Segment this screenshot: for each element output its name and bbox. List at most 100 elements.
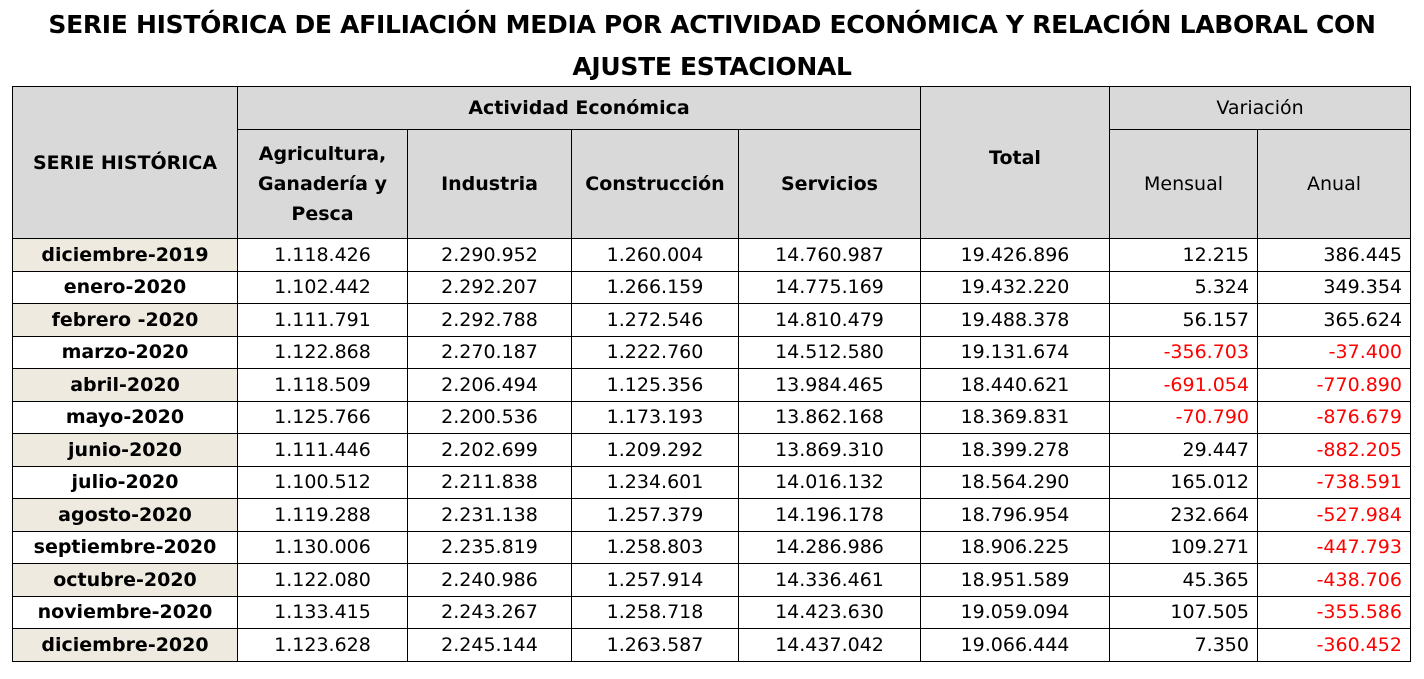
agricultura-cell: 1.118.509 <box>237 368 408 402</box>
total-cell: 19.488.378 <box>920 303 1110 337</box>
anual-cell: 365.624 <box>1257 303 1411 337</box>
row-label-cell: enero-2020 <box>12 270 238 304</box>
servicios-cell: 14.437.042 <box>738 628 921 662</box>
construccion-cell: 1.257.914 <box>571 563 739 597</box>
anual-cell: -527.984 <box>1257 498 1411 532</box>
total-cell: 18.369.831 <box>920 400 1110 434</box>
table-row: julio-2020 1.100.512 2.211.838 1.234.601 14.… <box>12 465 1411 499</box>
servicios-cell: 14.423.630 <box>738 595 921 629</box>
construccion-cell: 1.263.587 <box>571 628 739 662</box>
row-label-cell: marzo-2020 <box>12 335 238 369</box>
agricultura-cell: 1.125.766 <box>237 400 408 434</box>
industria-cell: 2.202.699 <box>407 433 572 467</box>
construccion-cell: 1.260.004 <box>571 238 739 272</box>
total-cell: 19.059.094 <box>920 595 1110 629</box>
anual-cell: 386.445 <box>1257 238 1411 272</box>
industria-cell: 2.240.986 <box>407 563 572 597</box>
table-row: agosto-2020 1.119.288 2.231.138 1.257.379 14… <box>12 498 1411 532</box>
construccion-cell: 1.222.760 <box>571 335 739 369</box>
anual-cell: 349.354 <box>1257 270 1411 304</box>
servicios-cell: 14.336.461 <box>738 563 921 597</box>
row-label-cell: junio-2020 <box>12 433 238 467</box>
anual-cell: -876.679 <box>1257 400 1411 434</box>
page-title: SERIE HISTÓRICA DE AFILIACIÓN MEDIA POR … <box>48 10 1376 81</box>
anual-cell: -882.205 <box>1257 433 1411 467</box>
mensual-cell: 232.664 <box>1109 498 1258 532</box>
header-mensual: Mensual <box>1109 129 1258 239</box>
anual-cell: -770.890 <box>1257 368 1411 402</box>
industria-cell: 2.211.838 <box>407 465 572 499</box>
total-cell: 19.432.220 <box>920 270 1110 304</box>
servicios-cell: 14.810.479 <box>738 303 921 337</box>
table-row: septiembre-2020 1.130.006 2.235.819 1.258.8… <box>12 530 1411 564</box>
construccion-cell: 1.125.356 <box>571 368 739 402</box>
agricultura-cell: 1.111.446 <box>237 433 408 467</box>
servicios-cell: 13.862.168 <box>738 400 921 434</box>
row-label-cell: octubre-2020 <box>12 563 238 597</box>
construccion-cell: 1.272.546 <box>571 303 739 337</box>
construccion-cell: 1.258.718 <box>571 595 739 629</box>
mensual-cell: -356.703 <box>1109 335 1258 369</box>
mensual-cell: -691.054 <box>1109 368 1258 402</box>
construccion-cell: 1.257.379 <box>571 498 739 532</box>
servicios-cell: 14.286.986 <box>738 530 921 564</box>
mensual-cell: 5.324 <box>1109 270 1258 304</box>
industria-cell: 2.200.536 <box>407 400 572 434</box>
table-row: febrero -2020 1.111.791 2.292.788 1.272.546… <box>12 303 1411 337</box>
header-construccion: Construcción <box>571 129 739 239</box>
agricultura-cell: 1.118.426 <box>237 238 408 272</box>
header-variacion: Variación <box>1109 86 1411 130</box>
industria-cell: 2.270.187 <box>407 335 572 369</box>
total-cell: 18.440.621 <box>920 368 1110 402</box>
header-industria: Industria <box>407 129 572 239</box>
agricultura-cell: 1.119.288 <box>237 498 408 532</box>
servicios-cell: 14.775.169 <box>738 270 921 304</box>
industria-cell: 2.245.144 <box>407 628 572 662</box>
servicios-cell: 13.984.465 <box>738 368 921 402</box>
mensual-cell: 107.505 <box>1109 595 1258 629</box>
header-anual: Anual <box>1257 129 1411 239</box>
construccion-cell: 1.266.159 <box>571 270 739 304</box>
header-total: Total <box>920 86 1110 239</box>
row-label-cell: julio-2020 <box>12 465 238 499</box>
total-cell: 19.066.444 <box>920 628 1110 662</box>
table-row: diciembre-2020 1.123.628 2.245.144 1.263.58… <box>12 628 1411 662</box>
total-cell: 18.399.278 <box>920 433 1110 467</box>
total-cell: 18.564.290 <box>920 465 1110 499</box>
anual-cell: -738.591 <box>1257 465 1411 499</box>
agricultura-cell: 1.122.868 <box>237 335 408 369</box>
row-label-cell: febrero -2020 <box>12 303 238 337</box>
servicios-cell: 13.869.310 <box>738 433 921 467</box>
mensual-cell: 12.215 <box>1109 238 1258 272</box>
table-row: enero-2020 1.102.442 2.292.207 1.266.159 14.… <box>12 270 1411 304</box>
header-agricultura: Agricultura, Ganadería y Pesca <box>237 129 408 239</box>
agricultura-cell: 1.130.006 <box>237 530 408 564</box>
agricultura-cell: 1.123.628 <box>237 628 408 662</box>
table-row: junio-2020 1.111.446 2.202.699 1.209.292 13.… <box>12 433 1411 467</box>
mensual-cell: 7.350 <box>1109 628 1258 662</box>
table-row: abril-2020 1.118.509 2.206.494 1.125.356 13.… <box>12 368 1411 402</box>
table-row: diciembre-2019 1.118.426 2.290.952 1.260.00… <box>12 238 1411 272</box>
mensual-cell: 165.012 <box>1109 465 1258 499</box>
agricultura-cell: 1.122.080 <box>237 563 408 597</box>
servicios-cell: 14.512.580 <box>738 335 921 369</box>
anual-cell: -447.793 <box>1257 530 1411 564</box>
header-servicios: Servicios <box>738 129 921 239</box>
servicios-cell: 14.196.178 <box>738 498 921 532</box>
industria-cell: 2.243.267 <box>407 595 572 629</box>
row-label-cell: diciembre-2019 <box>12 238 238 272</box>
table-row: marzo-2020 1.122.868 2.270.187 1.222.760 14.… <box>12 335 1411 369</box>
industria-cell: 2.292.788 <box>407 303 572 337</box>
row-label-cell: agosto-2020 <box>12 498 238 532</box>
construccion-cell: 1.209.292 <box>571 433 739 467</box>
total-cell: 18.951.589 <box>920 563 1110 597</box>
industria-cell: 2.292.207 <box>407 270 572 304</box>
table-row: noviembre-2020 1.133.415 2.243.267 1.258.71… <box>12 595 1411 629</box>
total-cell: 18.796.954 <box>920 498 1110 532</box>
industria-cell: 2.231.138 <box>407 498 572 532</box>
mensual-cell: 29.447 <box>1109 433 1258 467</box>
mensual-cell: 109.271 <box>1109 530 1258 564</box>
row-label-cell: abril-2020 <box>12 368 238 402</box>
servicios-cell: 14.016.132 <box>738 465 921 499</box>
anual-cell: -360.452 <box>1257 628 1411 662</box>
